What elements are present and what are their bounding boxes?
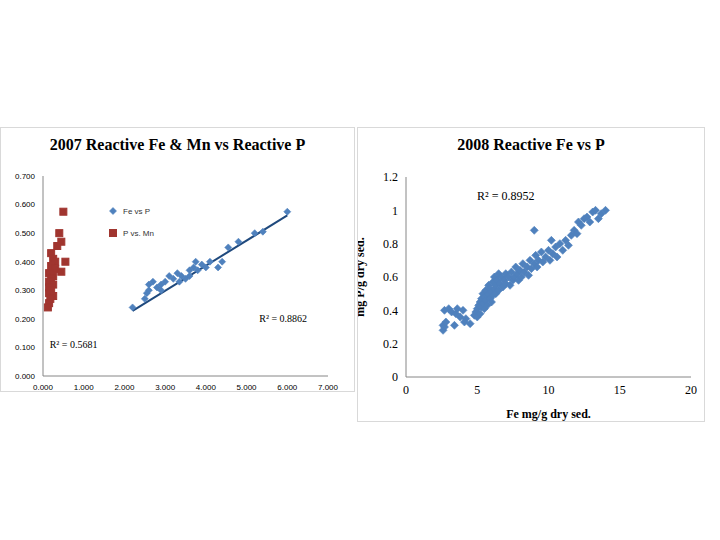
svg-text:2.000: 2.000: [114, 383, 135, 392]
svg-text:0.8: 0.8: [383, 237, 398, 251]
svg-text:0.400: 0.400: [15, 258, 36, 267]
svg-text:6.000: 6.000: [277, 383, 298, 392]
svg-text:10: 10: [543, 383, 555, 397]
svg-text:4.000: 4.000: [196, 383, 217, 392]
svg-text:7.000: 7.000: [318, 383, 339, 392]
svg-text:5.000: 5.000: [237, 383, 258, 392]
svg-text:1.2: 1.2: [383, 170, 398, 184]
svg-text:0.2: 0.2: [383, 337, 398, 351]
svg-text:0.300: 0.300: [15, 286, 36, 295]
svg-text:R² = 0.8952: R² = 0.8952: [477, 189, 534, 203]
html-text:2008 Reactive Fe vs P: 2008 Reactive Fe vs P: [457, 136, 605, 153]
svg-text:15: 15: [614, 383, 626, 397]
html-text:2007 Reactive Fe & Mn vs React: 2007 Reactive Fe & Mn vs Reactive P: [49, 136, 306, 153]
svg-text:0: 0: [403, 383, 409, 397]
html-text:P vs. Mn: P vs. Mn: [123, 228, 154, 238]
svg-text:5: 5: [474, 383, 480, 397]
svg-text:mg P/g dry sed.: mg P/g dry sed.: [358, 237, 367, 316]
svg-text:0.500: 0.500: [15, 229, 36, 238]
svg-text:0.000: 0.000: [15, 372, 36, 381]
svg-text:0.200: 0.200: [15, 315, 36, 324]
svg-text:0.6: 0.6: [383, 270, 398, 284]
svg-text:Fe mg/g dry sed.: Fe mg/g dry sed.: [506, 407, 591, 421]
svg-text:0.700: 0.700: [15, 172, 36, 181]
svg-text:3.000: 3.000: [155, 383, 176, 392]
svg-text:0: 0: [392, 370, 398, 384]
svg-text:R² = 0.8862: R² = 0.8862: [259, 313, 307, 324]
svg-text:0.000: 0.000: [33, 383, 54, 392]
svg-text:20: 20: [685, 383, 697, 397]
svg-text:1.000: 1.000: [74, 383, 95, 392]
svg-text:1: 1: [392, 204, 398, 218]
svg-text:0.600: 0.600: [15, 200, 36, 209]
svg-text:R² = 0.5681: R² = 0.5681: [50, 339, 98, 350]
html-text:Fe vs P: Fe vs P: [123, 206, 151, 216]
svg-text:0.100: 0.100: [15, 343, 36, 352]
svg-text:0.4: 0.4: [383, 304, 398, 318]
